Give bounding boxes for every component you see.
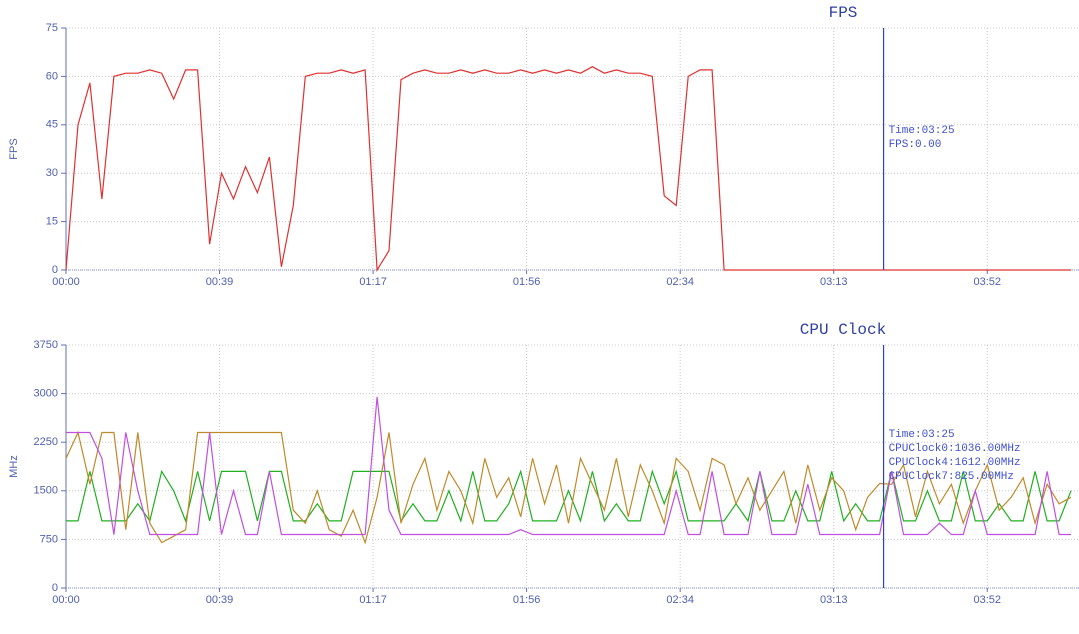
x-tick-label: 01:17	[359, 594, 387, 606]
x-tick-label: 03:13	[820, 594, 848, 606]
y-tick-label: 60	[46, 70, 58, 82]
y-tick-label: 75	[46, 22, 58, 34]
x-tick-label: 00:00	[52, 276, 80, 288]
y-tick-label: 0	[52, 264, 58, 276]
x-tick-label: 03:13	[820, 276, 848, 288]
x-tick-label: 03:52	[974, 276, 1002, 288]
x-tick-label: 03:52	[974, 594, 1002, 606]
chart-title: FPS	[829, 4, 858, 22]
y-tick-label: 3000	[34, 388, 58, 400]
annotation: CPUClock0:1036.00MHz	[889, 443, 1021, 455]
y-tick-label: 1500	[34, 485, 58, 497]
series-line	[66, 469, 1072, 523]
x-tick-label: 00:39	[206, 276, 234, 288]
x-tick-label: 00:39	[206, 594, 234, 606]
annotation: CPUClock4:1612.00MHz	[889, 457, 1021, 469]
x-tick-label: 01:56	[513, 594, 541, 606]
y-tick-label: 45	[46, 119, 58, 131]
y-axis-label: MHz	[8, 455, 20, 478]
x-tick-label: 02:34	[666, 276, 694, 288]
y-tick-label: 2250	[34, 436, 58, 448]
series-line	[65, 66, 1071, 272]
series-line	[65, 430, 1072, 545]
x-tick-label: 01:17	[359, 276, 387, 288]
annotation: Time:03:25	[889, 429, 955, 441]
y-tick-label: 30	[46, 167, 58, 179]
chart-title: CPU Clock	[800, 321, 886, 339]
x-tick-label: 02:34	[666, 594, 694, 606]
annotation: FPS:0.00	[889, 139, 942, 151]
y-tick-label: 15	[46, 216, 58, 228]
series-line	[66, 396, 1071, 536]
x-tick-label: 01:56	[513, 276, 541, 288]
annotation: Time:03:25	[889, 125, 955, 137]
annotation: CPUClock7:825.00MHz	[889, 471, 1014, 483]
x-tick-label: 00:00	[52, 594, 80, 606]
y-tick-label: 750	[40, 533, 58, 545]
y-tick-label: 3750	[34, 339, 58, 351]
y-tick-label: 0	[52, 582, 58, 594]
y-axis-label: FPS	[8, 138, 20, 159]
